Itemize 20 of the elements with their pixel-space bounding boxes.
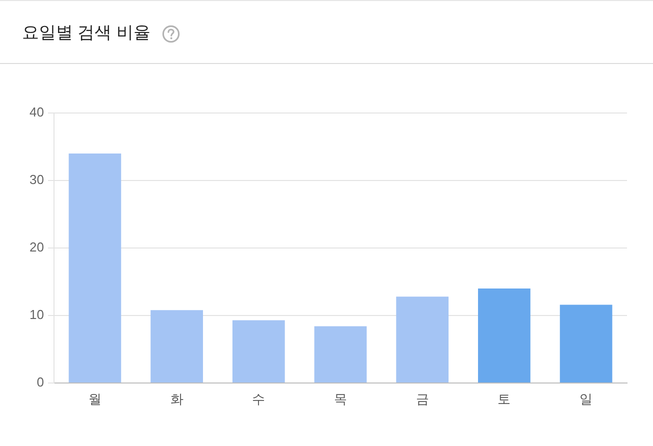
y-tick-label: 10 bbox=[30, 307, 44, 322]
bar bbox=[150, 310, 203, 382]
bar bbox=[478, 288, 530, 382]
bar bbox=[232, 320, 285, 382]
bar bbox=[68, 154, 122, 382]
y-tick-label: 40 bbox=[30, 104, 44, 120]
x-tick-label: 목 bbox=[334, 391, 347, 406]
x-tick-label: 월 bbox=[88, 391, 102, 406]
y-tick-label: 20 bbox=[30, 240, 44, 255]
bar bbox=[560, 304, 612, 382]
bar bbox=[396, 296, 449, 382]
y-tick-label: 30 bbox=[30, 172, 44, 188]
y-tick-label: 0 bbox=[36, 374, 44, 390]
bar bbox=[314, 326, 367, 382]
x-tick-label: 토 bbox=[498, 391, 511, 406]
chart-title: 요일별 검색 비율 bbox=[22, 22, 150, 44]
x-tick-label: 수 bbox=[252, 391, 266, 406]
x-tick-label: 화 bbox=[170, 391, 184, 406]
x-tick-label: 금 bbox=[416, 391, 429, 406]
x-tick-label: 일 bbox=[580, 391, 593, 406]
